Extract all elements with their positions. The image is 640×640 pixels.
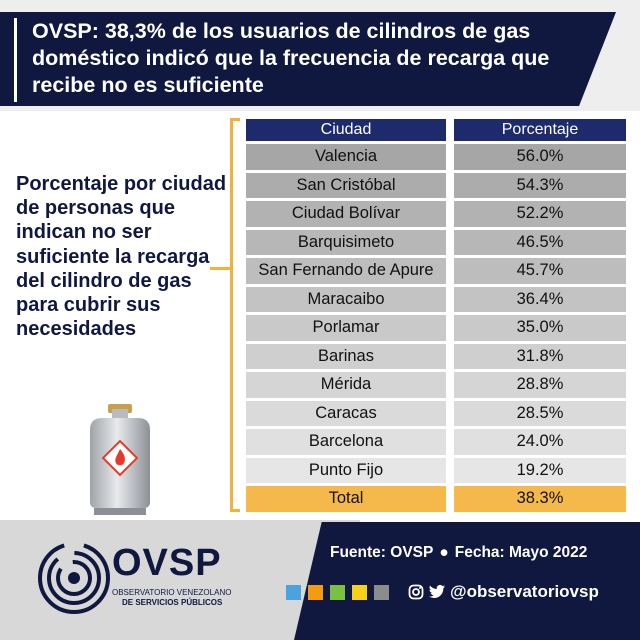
table-row: Barquisimeto 46.5% [246, 229, 626, 255]
total-percentage-cell: 38.3% [454, 486, 626, 512]
percentage-cell: 24.0% [454, 429, 626, 455]
header-band [0, 12, 616, 106]
source-text: Fuente: OVSP [330, 544, 434, 561]
header: OVSP: 38,3% de los usuarios de cilindros… [0, 0, 640, 111]
logo-name: OVSP [112, 542, 222, 584]
percentage-cell: 45.7% [454, 258, 626, 284]
column-header-city: Ciudad [246, 119, 446, 141]
percentage-cell: 46.5% [454, 229, 626, 255]
percentage-cell: 54.3% [454, 172, 626, 198]
header-accent-line [14, 18, 17, 102]
percentage-cell: 19.2% [454, 457, 626, 483]
ovsp-logo-icon [38, 542, 110, 614]
table-row: San Fernando de Apure 45.7% [246, 258, 626, 284]
city-cell: Maracaibo [246, 286, 446, 312]
footer-band [294, 522, 640, 640]
table-row: Caracas 28.5% [246, 400, 626, 426]
table-row: Barcelona 24.0% [246, 429, 626, 455]
total-label-cell: Total [246, 486, 446, 512]
flame-icon [101, 439, 139, 477]
table-row: Ciudad Bolívar 52.2% [246, 201, 626, 227]
logo-subtitle-line1: OBSERVATORIO VENEZOLANO [112, 588, 232, 597]
table-bracket [230, 118, 240, 512]
city-cell: Porlamar [246, 315, 446, 341]
table-row: Valencia 56.0% [246, 144, 626, 170]
percentage-cell: 56.0% [454, 144, 626, 170]
city-cell: Valencia [246, 144, 446, 170]
source-date-line: Fuente: OVSP ● Fecha: Mayo 2022 [330, 544, 587, 562]
table-row: Punto Fijo 19.2% [246, 457, 626, 483]
table-row: Mérida 28.8% [246, 372, 626, 398]
city-cell: Barinas [246, 343, 446, 369]
city-cell: Punto Fijo [246, 457, 446, 483]
percentage-cell: 28.8% [454, 372, 626, 398]
color-swatch [352, 585, 367, 600]
city-cell: Barcelona [246, 429, 446, 455]
color-swatch [308, 585, 323, 600]
city-cell: Mérida [246, 372, 446, 398]
twitter-icon [429, 584, 445, 598]
city-cell: Caracas [246, 400, 446, 426]
city-percentage-table: Ciudad Porcentaje Valencia 56.0% San Cri… [246, 116, 626, 515]
table-header-row: Ciudad Porcentaje [246, 119, 626, 141]
headline: OVSP: 38,3% de los usuarios de cilindros… [32, 19, 550, 97]
bracket-tick [210, 267, 232, 270]
city-cell: San Fernando de Apure [246, 258, 446, 284]
social-handle: @observatoriovsp [408, 582, 599, 602]
ovsp-logo: OVSP OBSERVATORIO VENEZOLANO DE SERVICIO… [36, 538, 286, 628]
column-header-percentage: Porcentaje [454, 119, 626, 141]
color-swatch [374, 585, 389, 600]
total-row: Total 38.3% [246, 486, 626, 512]
percentage-cell: 35.0% [454, 315, 626, 341]
color-swatches [286, 585, 389, 600]
percentage-cell: 31.8% [454, 343, 626, 369]
separator-dot: ● [439, 544, 449, 561]
gas-cylinder-icon [90, 404, 150, 515]
table-row: San Cristóbal 54.3% [246, 172, 626, 198]
city-cell: San Cristóbal [246, 172, 446, 198]
description-text: Porcentaje por ciudad de personas que in… [16, 173, 227, 341]
table-row: Maracaibo 36.4% [246, 286, 626, 312]
table-row: Porlamar 35.0% [246, 315, 626, 341]
percentage-cell: 36.4% [454, 286, 626, 312]
instagram-icon [408, 584, 424, 600]
social-handle-text: @observatoriovsp [450, 582, 599, 601]
percentage-cell: 28.5% [454, 400, 626, 426]
percentage-cell: 52.2% [454, 201, 626, 227]
city-cell: Ciudad Bolívar [246, 201, 446, 227]
table-row: Barinas 31.8% [246, 343, 626, 369]
color-swatch [330, 585, 345, 600]
color-swatch [286, 585, 301, 600]
city-cell: Barquisimeto [246, 229, 446, 255]
logo-subtitle-line2: DE SERVICIOS PÚBLICOS [122, 598, 223, 607]
date-text: Fecha: Mayo 2022 [454, 544, 588, 561]
